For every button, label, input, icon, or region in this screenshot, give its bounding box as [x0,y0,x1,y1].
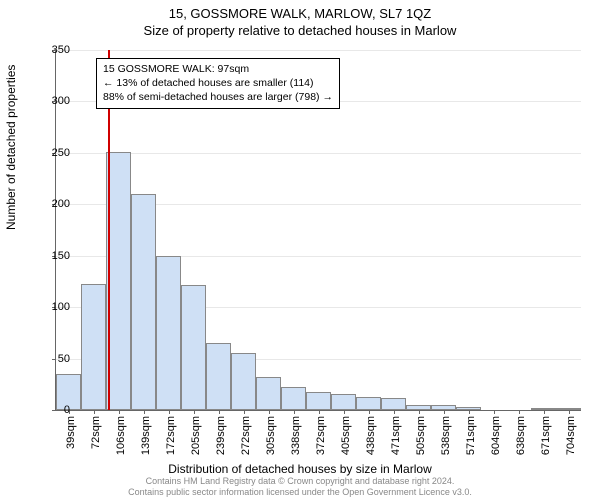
xtick-mark [444,410,445,414]
xtick-mark [394,410,395,414]
footer-line-1: Contains HM Land Registry data © Crown c… [0,476,600,487]
ytick-label: 100 [52,301,70,313]
xtick-mark [344,410,345,414]
xtick-label: 704sqm [565,416,577,461]
xtick-mark [519,410,520,414]
xtick-label: 638sqm [515,416,527,461]
histogram-bar [281,387,306,410]
ytick-label: 300 [52,95,70,107]
title-main: 15, GOSSMORE WALK, MARLOW, SL7 1QZ [0,0,600,21]
xtick-mark [244,410,245,414]
xtick-label: 305sqm [265,416,277,461]
gridline [56,50,581,51]
xtick-mark [419,410,420,414]
xtick-label: 372sqm [315,416,327,461]
xtick-label: 471sqm [390,416,402,461]
xtick-label: 338sqm [290,416,302,461]
xtick-mark [569,410,570,414]
xtick-mark [194,410,195,414]
annotation-box: 15 GOSSMORE WALK: 97sqm ← 13% of detache… [96,58,340,109]
xtick-label: 604sqm [490,416,502,461]
xtick-mark [169,410,170,414]
xtick-mark [219,410,220,414]
xtick-label: 106sqm [115,416,127,461]
histogram-bar [131,194,156,410]
xtick-label: 172sqm [165,416,177,461]
annotation-line-3: 88% of semi-detached houses are larger (… [103,90,333,104]
ytick-label: 350 [52,44,70,56]
histogram-bar [206,343,231,410]
xtick-label: 205sqm [190,416,202,461]
histogram-bar [331,394,356,410]
y-axis-label: Number of detached properties [4,65,18,230]
xtick-mark [269,410,270,414]
annotation-line-1: 15 GOSSMORE WALK: 97sqm [103,62,333,76]
title-sub: Size of property relative to detached ho… [0,21,600,38]
xtick-label: 538sqm [440,416,452,461]
footer-credits: Contains HM Land Registry data © Crown c… [0,476,600,498]
plot-region: 15 GOSSMORE WALK: 97sqm ← 13% of detache… [55,50,581,411]
gridline [56,153,581,154]
histogram-bar [256,377,281,410]
ytick-label: 250 [52,147,70,159]
ytick-label: 150 [52,250,70,262]
xtick-mark [144,410,145,414]
xtick-mark [294,410,295,414]
histogram-bar [156,256,181,410]
histogram-bar [381,398,406,410]
xtick-mark [119,410,120,414]
chart-area: 15 GOSSMORE WALK: 97sqm ← 13% of detache… [55,50,580,410]
xtick-mark [469,410,470,414]
footer-line-2: Contains public sector information licen… [0,487,600,498]
ytick-label: 200 [52,198,70,210]
xtick-label: 571sqm [465,416,477,461]
xtick-label: 139sqm [140,416,152,461]
xtick-label: 39sqm [65,416,77,461]
histogram-bar [231,353,256,410]
xtick-mark [369,410,370,414]
xtick-mark [94,410,95,414]
xtick-label: 671sqm [540,416,552,461]
histogram-bar [181,285,206,410]
xtick-mark [319,410,320,414]
ytick-mark [52,410,56,411]
histogram-bar [356,397,381,410]
xtick-label: 272sqm [240,416,252,461]
histogram-bar [306,392,331,411]
annotation-line-2: ← 13% of detached houses are smaller (11… [103,76,333,90]
ytick-label: 50 [58,353,70,365]
x-axis-label: Distribution of detached houses by size … [0,462,600,476]
xtick-mark [544,410,545,414]
xtick-mark [494,410,495,414]
histogram-bar [81,284,106,411]
ytick-label: 0 [64,404,70,416]
ytick-mark [52,359,56,360]
xtick-label: 239sqm [215,416,227,461]
xtick-label: 505sqm [415,416,427,461]
xtick-label: 405sqm [340,416,352,461]
xtick-label: 72sqm [90,416,102,461]
xtick-label: 438sqm [365,416,377,461]
